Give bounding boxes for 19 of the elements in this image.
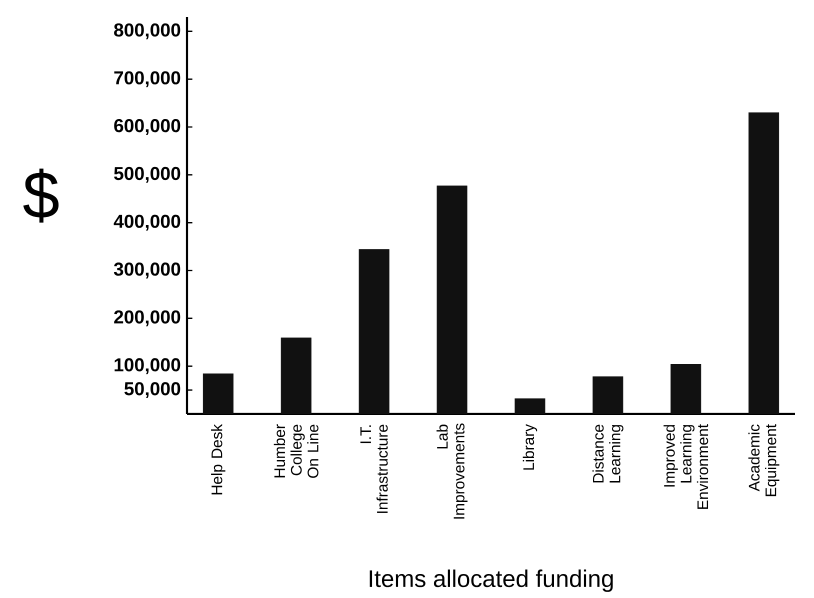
x-tick-label: Help Desk — [211, 424, 226, 494]
y-tick-label: 200,000 — [114, 310, 180, 326]
x-tick-label: Distance Learning — [592, 424, 624, 482]
y-tick-label: 800,000 — [114, 23, 180, 40]
y-tick-label: 400,000 — [114, 214, 180, 231]
y-axis-title: $ — [23, 168, 59, 223]
x-tick-label: Academic Equipment — [748, 424, 780, 496]
y-tick-label: 500,000 — [114, 166, 180, 183]
y-tick-label: 50,000 — [124, 382, 180, 398]
y-tick-label: 700,000 — [114, 71, 180, 88]
x-tick-label: I.T. Infrastructure — [360, 424, 388, 513]
x-tick-label: Library — [522, 424, 538, 470]
y-tick-label: 300,000 — [114, 262, 180, 278]
x-tick-label: Improved Learning Environment — [664, 424, 708, 509]
y-tick-label: 600,000 — [114, 119, 180, 135]
y-tick-label: 100,000 — [114, 358, 180, 374]
x-tick-label: Humber College On Line — [274, 424, 318, 478]
x-axis-title: Items allocated funding — [370, 570, 613, 592]
x-tick-label: Lab Improvements — [436, 423, 468, 519]
